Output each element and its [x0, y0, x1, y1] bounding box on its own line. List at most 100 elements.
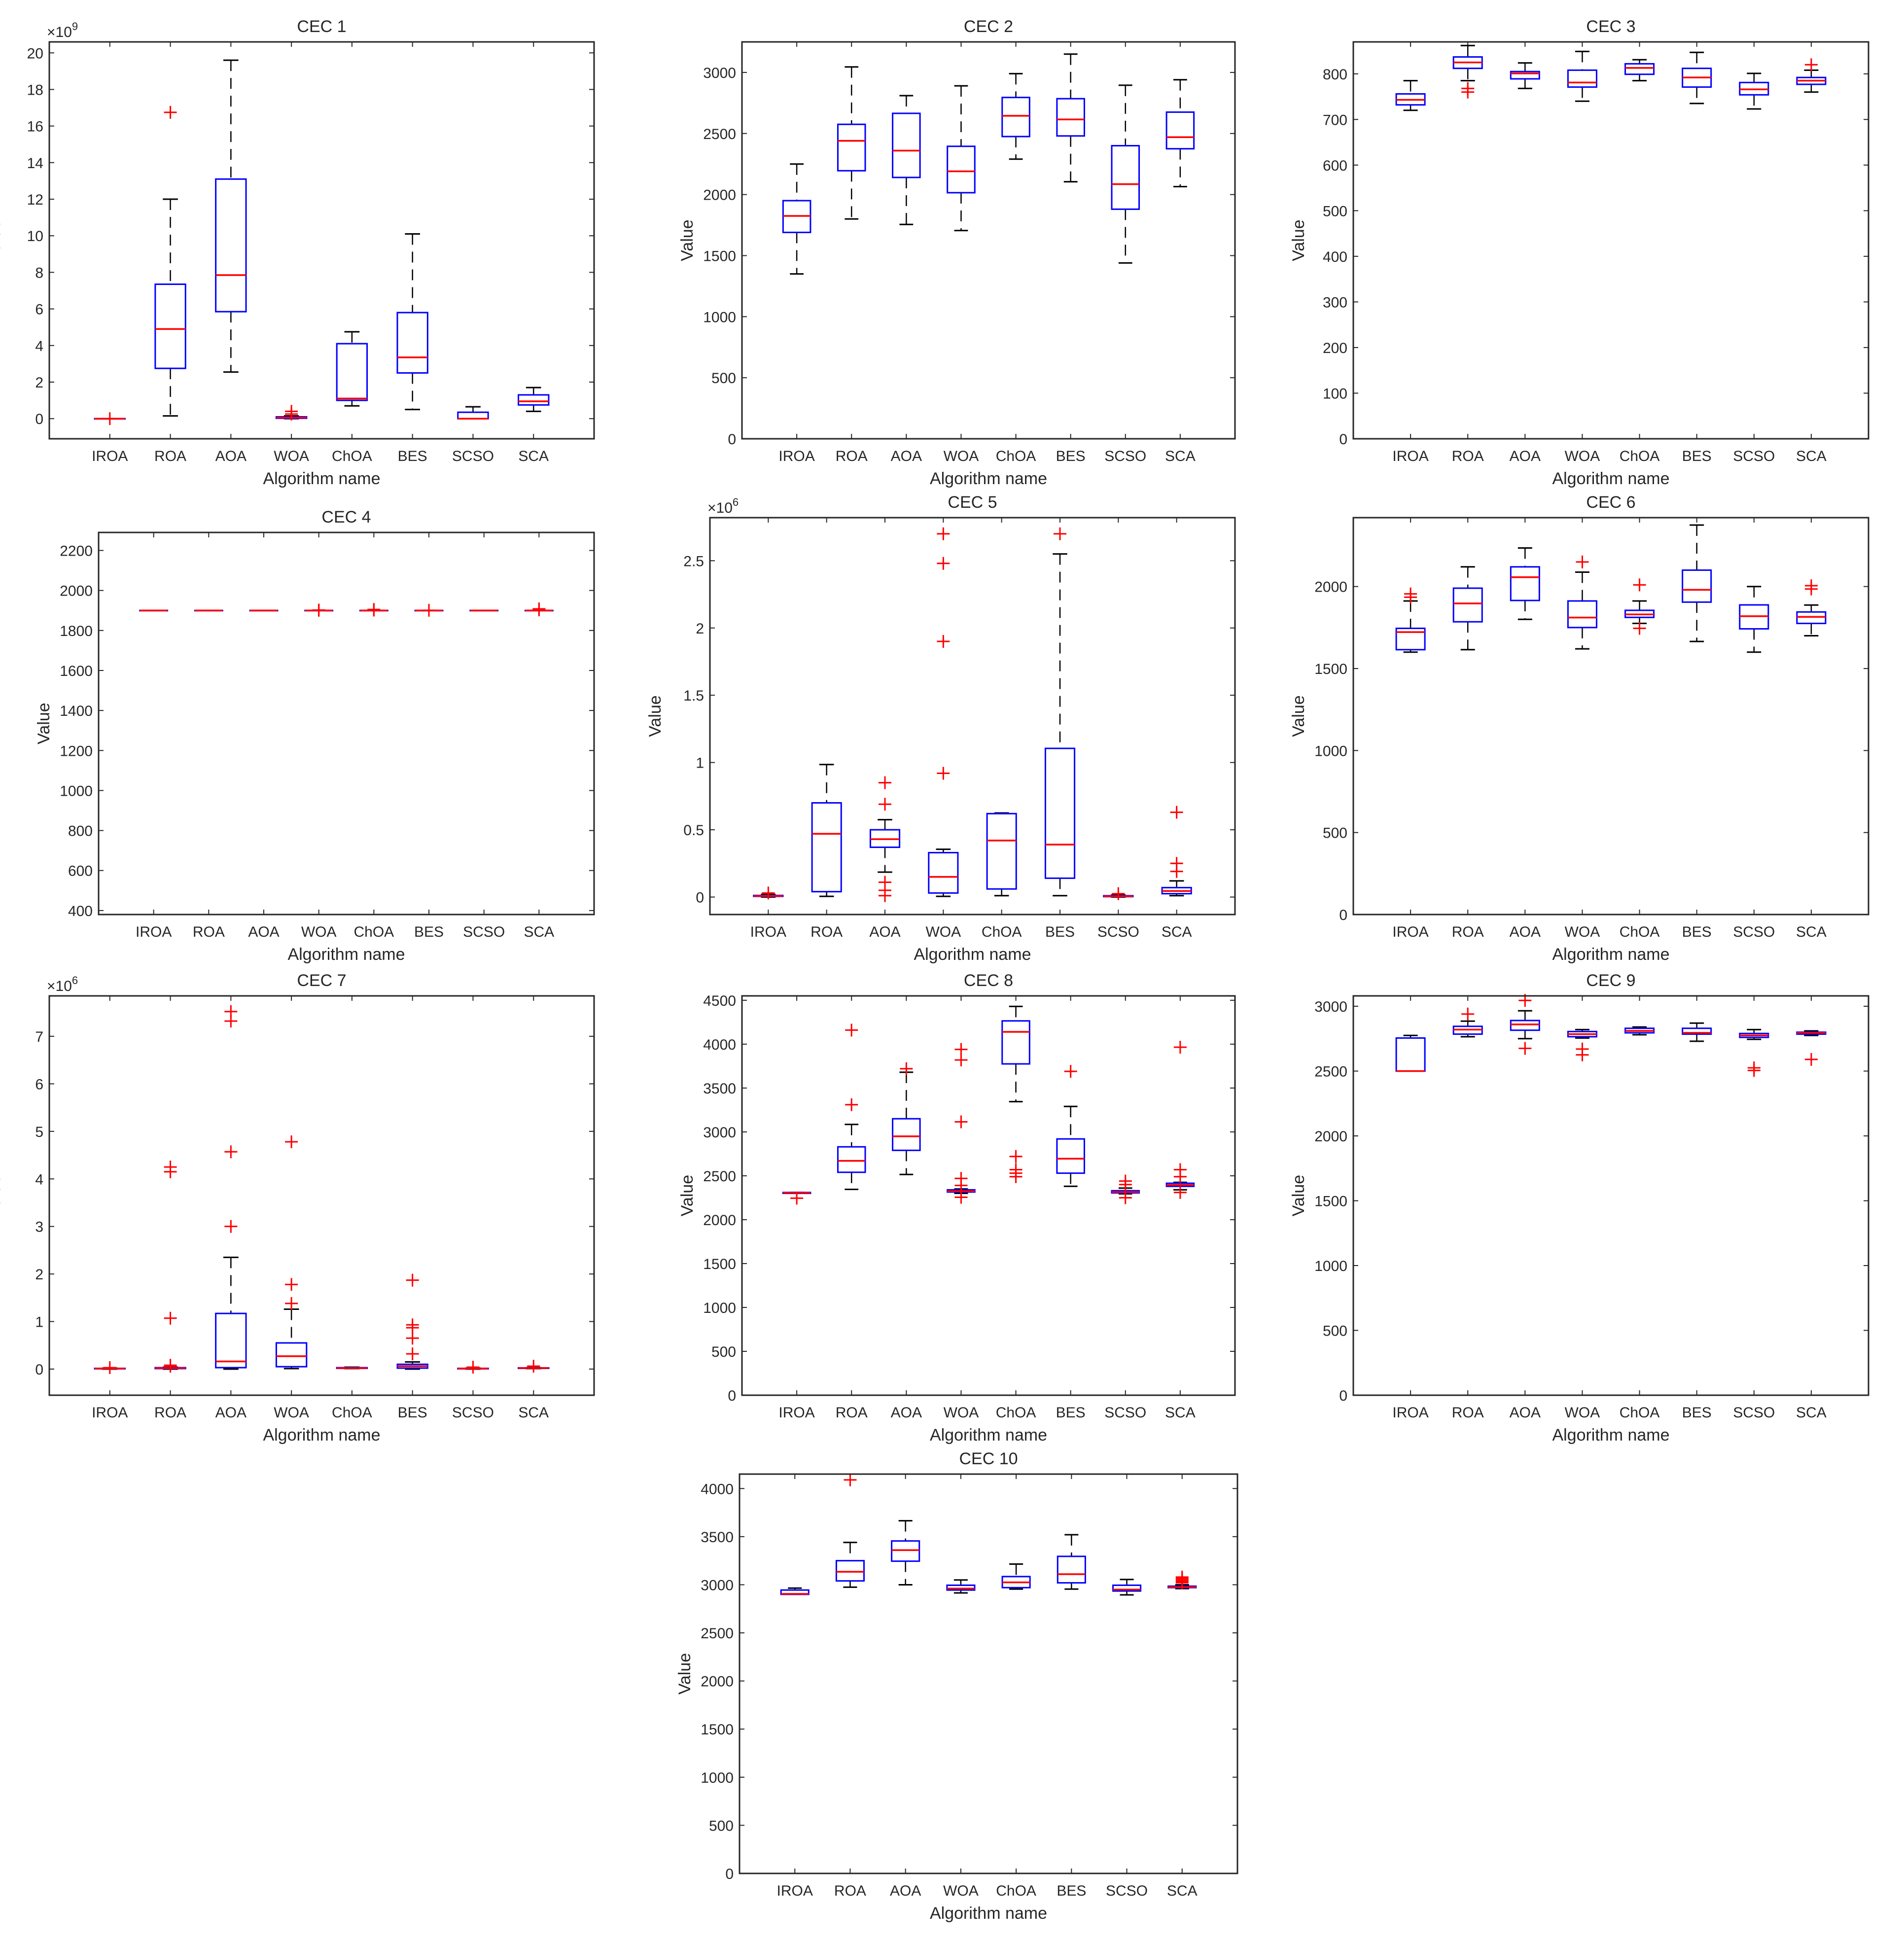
y-tick-label: 3000: [701, 1577, 734, 1593]
x-axis-label: Algorithm name: [287, 945, 405, 964]
y-tick-label: 4: [35, 338, 43, 354]
box-sca: [1796, 1030, 1827, 1066]
box-sca: [1796, 579, 1827, 637]
y-tick-label: 100: [1323, 386, 1347, 402]
box-choa: [986, 812, 1017, 897]
plot-area: [98, 531, 595, 916]
y-tick-label: 2: [35, 1267, 43, 1283]
y-tick-label: 6: [35, 1076, 43, 1093]
box-iroa: [94, 1361, 126, 1375]
x-tick-label: SCA: [1167, 1883, 1198, 1899]
y-tick-label: 2000: [1314, 1128, 1347, 1145]
y-tick-label: 1000: [701, 1770, 734, 1786]
y-tick-label: 0: [725, 1866, 734, 1882]
plot-area: [48, 995, 595, 1396]
x-tick-label: SCSO: [1106, 1883, 1148, 1899]
box-roa: [154, 106, 186, 417]
x-tick-label: ROA: [836, 1405, 868, 1421]
x-tick-label: IROA: [778, 448, 814, 464]
box-roa: [837, 1023, 866, 1191]
chart-title: CEC 6: [1586, 493, 1635, 512]
y-tick-label: 2000: [1314, 579, 1347, 596]
box-iroa: [1395, 80, 1426, 111]
x-tick-label: IROA: [1392, 448, 1428, 464]
x-tick-label: SCSO: [1733, 1405, 1775, 1421]
box-scso: [469, 609, 499, 612]
y-tick-label: 20: [27, 45, 43, 62]
y-tick-label: 2500: [701, 1625, 734, 1642]
x-axis-label: Algorithm name: [263, 1426, 380, 1445]
y-axis-label: Value: [35, 703, 53, 744]
y-tick-label: 600: [68, 863, 93, 880]
x-tick-label: BES: [398, 448, 427, 464]
box-bes: [1682, 51, 1712, 105]
y-tick-label: 7: [35, 1029, 43, 1045]
x-tick-label: ChOA: [1620, 448, 1660, 464]
y-tick-label: 3000: [703, 65, 736, 81]
box-choa: [1624, 578, 1655, 635]
y-tick-label: 1500: [703, 1256, 736, 1272]
x-tick-label: SCSO: [1733, 924, 1775, 940]
x-tick-label: SCSO: [1104, 448, 1146, 464]
y-tick-label: 8: [35, 265, 43, 281]
box-aoa: [1510, 994, 1540, 1055]
y-axis-label: Value: [678, 1175, 697, 1216]
chart-panel-10: CEC 10 0 500 1000 1500 2000 2500 3000 3500 4000 IR…: [675, 1449, 1238, 1923]
y-tick-label: 14: [27, 155, 43, 172]
box-roa: [1452, 44, 1483, 99]
x-tick-label: ChOA: [996, 448, 1036, 464]
x-tick-label: WOA: [925, 924, 961, 940]
x-tick-label: ChOA: [1620, 924, 1660, 940]
x-tick-label: AOA: [891, 1405, 922, 1421]
chart-panel-9: CEC 9 0 500 1000 1500 2000 2500 3000 IROA ROA AOA W…: [1289, 971, 1869, 1445]
y-tick-label: 16: [27, 119, 43, 135]
x-tick-label: ROA: [154, 448, 186, 464]
box-iroa: [1395, 587, 1426, 653]
box-scso: [1112, 1579, 1142, 1596]
box-choa: [359, 603, 388, 617]
box-iroa: [1395, 1034, 1426, 1072]
x-tick-label: BES: [1682, 924, 1712, 940]
y-tick-label: 500: [1323, 1323, 1347, 1340]
plot-area: [709, 517, 1236, 916]
y-tick-label: 1800: [60, 623, 93, 639]
chart-panel-4: CEC 4 400 600 800 1000 1200 1400 1600 1800 2000 22…: [35, 508, 595, 964]
y-tick-label: 2500: [703, 1168, 736, 1185]
y-tick-label: 10: [27, 228, 43, 245]
x-axis-label: Algorithm name: [263, 469, 380, 488]
x-tick-label: WOA: [1565, 1405, 1600, 1421]
chart-panel-2: CEC 2 0 500 1000 1500 2000 2500 3000 IROA ROA AOA W…: [678, 17, 1236, 488]
box-scso: [1111, 1174, 1140, 1204]
chart-title: CEC 4: [321, 508, 371, 527]
chart-title: CEC 10: [959, 1449, 1018, 1468]
x-axis-label: Algorithm name: [914, 945, 1031, 964]
x-tick-label: BES: [414, 924, 444, 940]
x-tick-label: SCA: [1165, 1405, 1196, 1421]
chart-title: CEC 7: [297, 971, 346, 990]
box-iroa: [782, 1192, 811, 1205]
box-choa: [336, 331, 368, 407]
axis-exponent: ×106: [707, 496, 739, 516]
chart-title: CEC 2: [964, 17, 1013, 36]
y-tick-label: 3: [35, 1219, 43, 1235]
chart-panel-5: CEC 5 ×106 0 0.5 1 1.5 2 2.5 IROA ROA AOA WOA ChOA BE…: [646, 493, 1236, 964]
box-bes: [396, 233, 428, 411]
box-bes: [1044, 527, 1076, 897]
y-tick-label: 3000: [1314, 999, 1347, 1015]
x-tick-label: SCA: [1796, 924, 1827, 940]
x-tick-label: WOA: [274, 1405, 309, 1421]
box-scso: [457, 406, 489, 420]
box-sca: [1165, 1041, 1195, 1199]
y-tick-label: 1500: [1314, 1194, 1347, 1210]
box-roa: [194, 609, 223, 612]
y-tick-label: 500: [711, 1344, 736, 1360]
x-tick-label: AOA: [1510, 1405, 1541, 1421]
y-axis-label: Value: [0, 219, 4, 261]
x-axis-label: Algorithm name: [1552, 469, 1669, 488]
y-tick-label: 4000: [701, 1481, 734, 1497]
box-roa: [1452, 566, 1483, 651]
y-tick-label: 1400: [60, 703, 93, 719]
y-tick-label: 300: [1323, 294, 1347, 311]
x-tick-label: ChOA: [996, 1405, 1036, 1421]
x-tick-label: IROA: [750, 924, 786, 940]
